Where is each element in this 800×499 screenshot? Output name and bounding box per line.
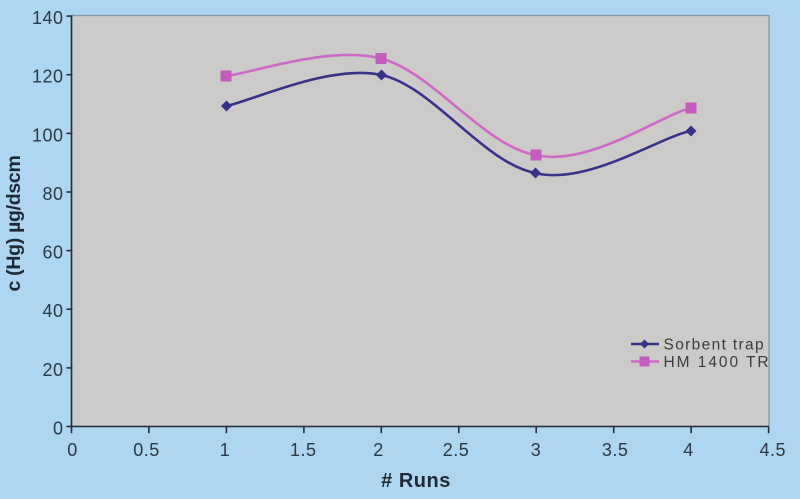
svg-text:120: 120: [32, 67, 64, 87]
svg-text:4: 4: [683, 440, 694, 460]
svg-text:4.5: 4.5: [760, 440, 787, 460]
svg-text:0: 0: [53, 419, 64, 439]
svg-text:3.5: 3.5: [602, 440, 629, 460]
svg-text:0: 0: [67, 440, 78, 460]
svg-text:20: 20: [42, 360, 63, 380]
svg-text:1: 1: [220, 440, 231, 460]
svg-text:60: 60: [42, 243, 63, 263]
svg-text:Sorbent trap: Sorbent trap: [664, 337, 766, 354]
svg-text:100: 100: [32, 125, 64, 145]
svg-text:# Runs: # Runs: [381, 470, 451, 492]
svg-text:2.5: 2.5: [443, 440, 470, 460]
svg-text:0.5: 0.5: [133, 440, 160, 460]
svg-text:3: 3: [531, 440, 542, 460]
svg-text:40: 40: [42, 301, 63, 321]
svg-text:HM 1400 TR: HM 1400 TR: [664, 354, 771, 371]
svg-text:2: 2: [373, 440, 384, 460]
svg-text:1.5: 1.5: [290, 440, 317, 460]
svg-text:c (Hg) µg/dscm: c (Hg) µg/dscm: [3, 156, 25, 292]
svg-text:80: 80: [42, 184, 63, 204]
svg-text:140: 140: [32, 8, 64, 28]
